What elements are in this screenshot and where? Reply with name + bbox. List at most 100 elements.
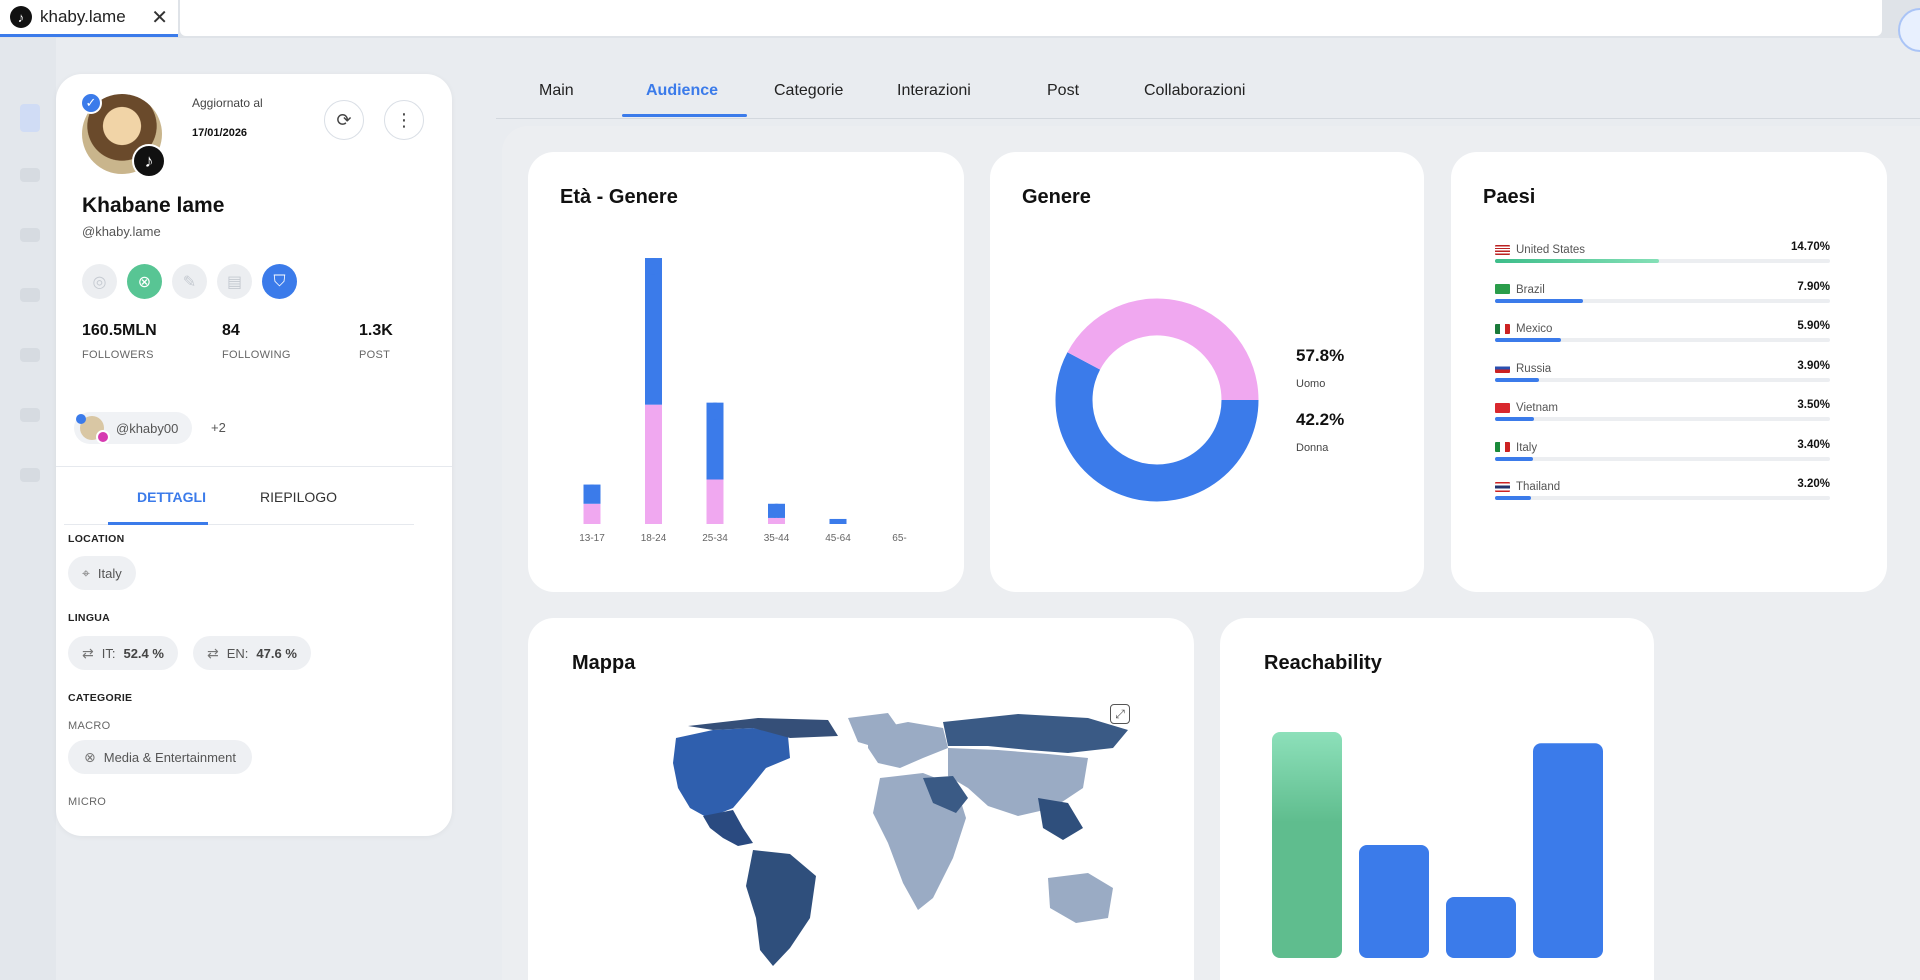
map-region-north-america [673,728,790,818]
tab-indicator [622,114,747,117]
country-bar-track [1495,338,1830,342]
age-tick-label: 25-34 [702,533,728,544]
status-icon-4[interactable]: ▤ [217,264,252,299]
map-region-europe [868,722,948,768]
macro-value: Media & Entertainment [103,749,236,765]
tab-audience[interactable]: Audience [646,82,719,99]
sidebar-item[interactable] [20,228,40,242]
linked-account-chip[interactable]: @khaby00 [74,412,193,444]
country-name: United States [1516,243,1586,256]
age-bar-base [768,517,785,524]
map-region-southeast-asia [1038,798,1083,840]
flag-icon [1495,481,1510,492]
macro-chip: ⊗ Media & Entertainment [68,740,252,774]
browser-tab-strip: ♪ khaby.lame ✕ [0,0,1920,38]
sidebar [0,38,56,980]
updated-label: Aggiornato al [192,96,263,110]
tab-collaborazioni[interactable]: Collaborazioni [1144,82,1246,99]
card-title: Paesi [1483,186,1536,208]
country-bar-track [1495,377,1830,382]
map-region-middle-east [923,776,968,813]
flag-icon [1495,244,1510,255]
sidebar-item[interactable] [20,168,40,182]
tabs-baseline [496,118,1920,119]
macro-label: MACRO [68,720,111,732]
age-bar-cap [768,503,785,518]
sidebar-item[interactable] [20,288,40,302]
stat-value: 84 [222,322,240,339]
map-pin-icon: ⌖ [82,564,90,581]
subtab-baseline [64,524,414,525]
profile-handle: @khaby.lame [82,224,161,239]
tab-interazioni[interactable]: Interazioni [897,82,971,99]
linked-more[interactable]: +2 [211,420,226,435]
country-bar-track [1495,417,1830,421]
status-icon-2[interactable]: ⊗ [127,264,162,299]
country-name: Russia [1516,362,1552,375]
donut-slice-donna [1067,298,1259,401]
browser-tab[interactable]: ♪ khaby.lame ✕ [0,0,178,37]
browser-tab-title: khaby.lame [40,7,126,26]
age-bar-cap [829,518,847,524]
map-region-australia [1048,873,1113,923]
tab-categorie[interactable]: Categorie [774,82,844,99]
map-region-canada [688,718,838,738]
tab-post[interactable]: Post [1047,82,1080,99]
country-row: United States 14.70% [1495,241,1830,263]
sidebar-item[interactable] [20,104,40,132]
gender-label-uomo: Uomo [1296,378,1326,390]
status-icons: ◎ ⊗ ✎ ▤ ⛉ [82,264,297,299]
updated-date: 17/01/2026 [192,127,248,139]
subtab-dettagli[interactable]: DETTAGLI [137,489,206,505]
age-bar-cap [706,402,724,420]
country-row: Thailand 3.20% [1495,478,1830,500]
shield-icon[interactable]: ⛉ [262,264,297,299]
gender-card: Genere 57.8% Uomo 42.2% Donna [990,152,1424,592]
age-bar-base [706,507,724,524]
age-tick-label: 35-44 [764,533,790,544]
country-name: Vietnam [1516,401,1558,414]
country-bar-fill [1495,456,1533,461]
status-icon-1[interactable]: ◎ [82,264,117,299]
status-icon-3[interactable]: ✎ [172,264,207,299]
close-icon[interactable]: ✕ [151,6,168,29]
refresh-button[interactable]: ⟳ [324,100,364,140]
flag-icon [1495,284,1510,295]
flag-icon [1495,402,1510,413]
age-tick-label: 13-17 [579,533,605,544]
verified-icon: ✓ [80,92,102,114]
reachability-chart [1272,732,1603,958]
stat-following: 84 FOLLOWING [222,322,291,361]
tiktok-icon: ♪ [10,6,32,28]
stat-label: POST [359,349,391,361]
country-row: Brazil 7.90% [1495,281,1830,303]
address-bar[interactable] [180,0,1882,36]
stat-post: 1.3K POST [359,322,393,361]
reach-bar [1533,743,1603,958]
country-bar-fill [1495,496,1531,500]
sidebar-item[interactable] [20,468,40,482]
flag-icon [1495,363,1510,374]
sidebar-item[interactable] [20,408,40,422]
tiktok-icon: ♪ [132,144,166,178]
language-chip-en: ⇄ EN: 47.6 % [193,636,311,670]
country-percent: 3.40% [1797,438,1830,451]
more-button[interactable]: ⋮ [384,100,424,140]
expand-icon[interactable]: ⤢ [1110,704,1130,724]
country-bar-fill [1495,259,1660,263]
sidebar-item[interactable] [20,348,40,362]
verified-icon [76,414,86,424]
country-percent: 3.90% [1797,359,1830,372]
micro-label: MICRO [68,796,107,808]
age-gender-card: Età - Genere 13-17 18-24 25-34 35-44 45-64 65… [528,152,964,592]
country-percent: 3.20% [1797,478,1830,490]
location-chip: ⌖ Italy [68,556,136,590]
age-bar-male [706,402,724,480]
profile-card: ✓ ♪ Aggiornato al 17/01/2026 ⟳ ⋮ Khabane… [56,74,452,836]
tab-main[interactable]: Main [539,82,574,99]
lingua-title: LINGUA [68,612,111,624]
subtab-riepilogo[interactable]: RIEPILOGO [260,489,338,505]
stat-label: FOLLOWERS [82,349,154,361]
language-pct: 52.4 % [123,645,164,661]
profile-name: Khabane lame [82,194,225,217]
